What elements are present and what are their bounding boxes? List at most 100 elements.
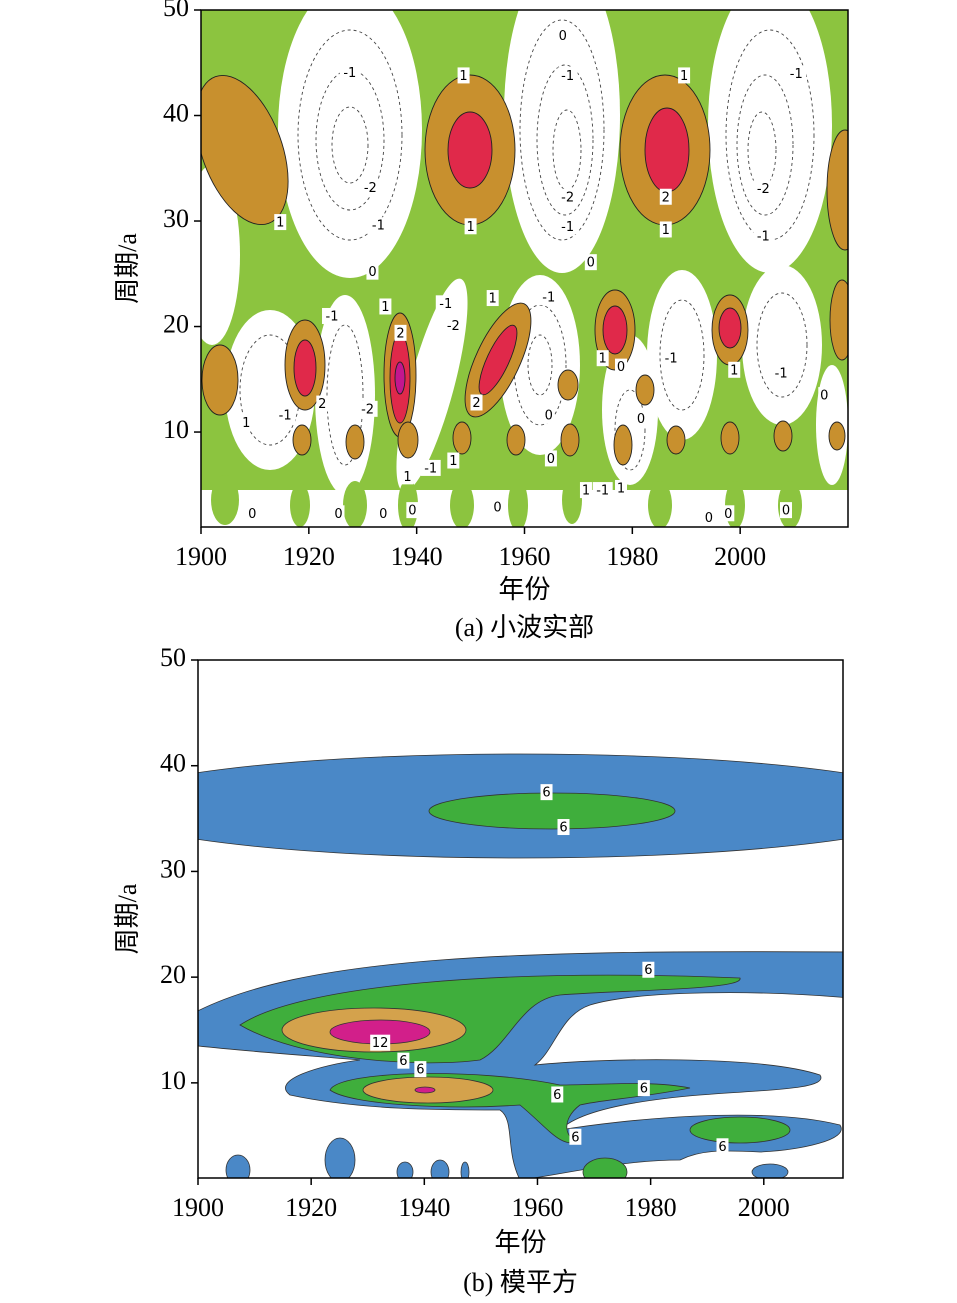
contour-label-box <box>246 505 259 522</box>
contour-label-box <box>274 214 287 231</box>
contour-label-box <box>779 502 792 519</box>
contour-label-box <box>470 394 483 411</box>
contour-label-box <box>491 498 504 515</box>
x-tick-label: 1920 <box>283 542 335 571</box>
y-tick-label: 30 <box>160 854 186 883</box>
contour-label-box <box>556 27 569 44</box>
x-tick-label: 1980 <box>625 1193 677 1222</box>
x-tick-label: 1960 <box>499 542 551 571</box>
contour-label: 1 <box>276 216 284 231</box>
y-tick-label: 50 <box>160 643 186 672</box>
contour-label-box <box>332 505 345 522</box>
contour-label: 0 <box>248 507 256 522</box>
contour-label: 0 <box>547 452 555 467</box>
contour-label-box <box>716 1138 729 1155</box>
contour-label: 0 <box>334 507 342 522</box>
x-tick-label: 1920 <box>285 1193 337 1222</box>
contour-label: -1 <box>596 484 609 499</box>
contour-label: 6 <box>416 1063 424 1078</box>
y-tick-label: 50 <box>163 0 189 22</box>
contour-label-box <box>339 64 360 81</box>
contour-label: 1 <box>599 352 607 367</box>
contour-label: 1 <box>662 223 670 238</box>
y-axis-title: 周期/a <box>113 883 142 954</box>
contour-label-box <box>397 1052 410 1069</box>
contour-label: 6 <box>571 1130 579 1145</box>
contour-label: 0 <box>559 29 567 44</box>
contour-label-box <box>637 1080 650 1097</box>
contour-label: -1 <box>326 309 339 324</box>
contour-label: 0 <box>379 507 387 522</box>
contour-label: -1 <box>439 297 452 312</box>
contour-label: 0 <box>820 389 828 404</box>
contour-label-box <box>544 450 557 467</box>
contour-label: 0 <box>724 507 732 522</box>
x-axis-title: 年份 <box>498 575 550 604</box>
contour-label: -1 <box>757 229 770 244</box>
contour-label-box <box>443 317 464 334</box>
contour-label-box <box>557 188 578 205</box>
contour-label-box <box>722 505 735 522</box>
contour-label: 0 <box>705 511 713 526</box>
contour-label-box <box>678 67 691 84</box>
contour-label-box <box>659 221 672 238</box>
contour-label-box <box>360 179 381 196</box>
contour-label-box <box>569 1128 582 1145</box>
contour-label: 0 <box>782 504 790 519</box>
contour-label-box <box>538 288 559 305</box>
contour-label: 0 <box>545 409 553 424</box>
contour-label-box <box>557 67 578 84</box>
contour-label-box <box>377 505 390 522</box>
contour-label-box <box>379 298 392 315</box>
contour-label: 1 <box>449 454 457 469</box>
contour-label-box <box>642 961 655 978</box>
contour-label: -1 <box>561 69 574 84</box>
contour-label-box <box>786 65 807 82</box>
x-tick-label: 1960 <box>511 1193 563 1222</box>
x-axis-title: 年份 <box>494 1228 546 1257</box>
contour-label-box <box>370 1034 391 1051</box>
x-tick-label: 1940 <box>398 1193 450 1222</box>
y-tick-label: 40 <box>163 98 189 127</box>
y-tick-label: 20 <box>163 309 189 338</box>
contour-label: 1 <box>381 300 389 315</box>
contour-label: -2 <box>364 181 377 196</box>
contour-label: 0 <box>408 504 416 519</box>
contour-label: 1 <box>730 363 738 378</box>
contour-label: 2 <box>662 190 670 205</box>
contour-label-box <box>435 295 456 312</box>
x-tick-label: 1940 <box>391 542 443 571</box>
contour-label: -1 <box>424 461 437 476</box>
y-axis-title: 周期/a <box>113 233 142 304</box>
contour-label-box <box>394 324 407 341</box>
contour-label: 0 <box>493 500 501 515</box>
contour-label-box <box>818 387 831 404</box>
x-tick-label: 1980 <box>606 542 658 571</box>
y-tick-label: 40 <box>160 749 186 778</box>
contour-label-box <box>592 482 613 499</box>
contour-label: 6 <box>559 821 567 836</box>
caption: (b) 模平方 <box>463 1268 578 1297</box>
contour-label: 0 <box>637 412 645 427</box>
contour-label-box <box>771 364 792 381</box>
contour-label-box <box>322 307 343 324</box>
contour-label-box <box>316 395 329 412</box>
contour-label-box <box>366 263 379 280</box>
contour-label: -2 <box>447 319 460 334</box>
contour-label: 1 <box>459 69 467 84</box>
contour-label: -1 <box>372 219 385 234</box>
contour-label-box <box>357 400 378 417</box>
contour-label: -1 <box>561 220 574 235</box>
contour-label: 6 <box>718 1140 726 1155</box>
x-tick-label: 2000 <box>738 1193 790 1222</box>
y-tick-label: 20 <box>160 960 186 989</box>
contour-label: 6 <box>399 1054 407 1069</box>
y-tick-label: 10 <box>163 415 189 444</box>
contour-label-box <box>486 290 499 307</box>
contour-label: 6 <box>644 963 652 978</box>
contour-label: -2 <box>757 182 770 197</box>
contour-label: 12 <box>372 1036 389 1051</box>
contour-label-box <box>728 361 741 378</box>
